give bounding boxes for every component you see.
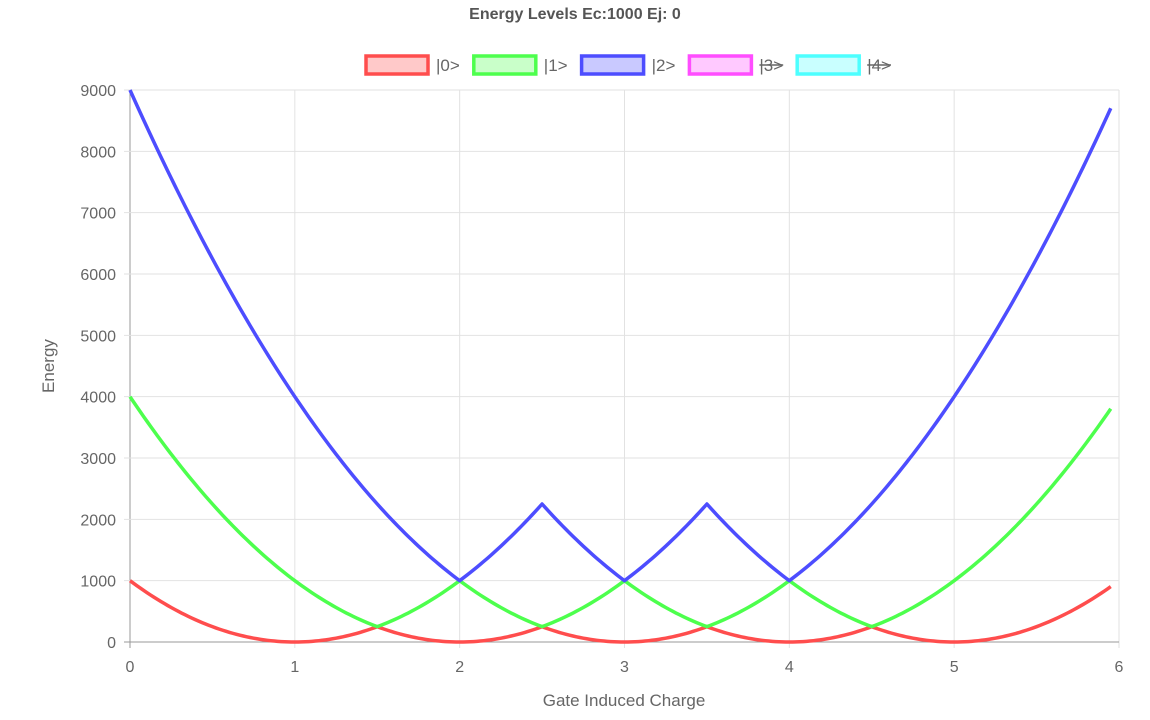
x-tick-label: 4 bbox=[785, 659, 794, 676]
x-tick-label: 3 bbox=[620, 659, 629, 676]
y-tick-label: 8000 bbox=[80, 144, 116, 161]
series-line-2 bbox=[128, 89, 1113, 583]
axes: 0 1 2 3 4 5 6 0 1000 2000 3000 4000 5000 6000 7000 8000… bbox=[80, 83, 1123, 676]
x-axis-label: Gate Induced Charge bbox=[543, 691, 706, 710]
series-line-0 bbox=[128, 579, 1112, 644]
legend-swatch bbox=[687, 54, 754, 76]
x-tick-label: 1 bbox=[290, 659, 299, 676]
legend-swatch bbox=[364, 54, 430, 76]
legend-label: |0> bbox=[436, 56, 460, 75]
y-tick-label: 0 bbox=[107, 635, 116, 652]
y-axis-label: Energy bbox=[39, 339, 58, 393]
x-tick-label: 0 bbox=[126, 659, 135, 676]
y-tick-label: 9000 bbox=[80, 83, 116, 100]
legend-label: |1> bbox=[544, 56, 568, 75]
y-tick-label: 7000 bbox=[80, 206, 116, 223]
legend-label: |2> bbox=[652, 56, 676, 75]
x-tick-label: 2 bbox=[455, 659, 464, 676]
series-lines bbox=[128, 89, 1113, 644]
legend-item[interactable]: |0> bbox=[364, 54, 460, 76]
y-tick-label: 3000 bbox=[80, 451, 116, 468]
chart-title: Energy Levels Ec:1000 Ej: 0 bbox=[469, 6, 681, 23]
legend-item[interactable]: |1> bbox=[472, 54, 568, 76]
y-tick-label: 1000 bbox=[80, 574, 116, 591]
series-line-1 bbox=[128, 395, 1113, 629]
legend-item[interactable]: |2> bbox=[579, 54, 676, 76]
y-tick-label: 5000 bbox=[80, 328, 116, 345]
legend-swatch bbox=[472, 54, 538, 76]
legend-item[interactable]: |3> bbox=[687, 54, 783, 76]
legend-swatch bbox=[579, 54, 646, 76]
y-tick-label: 2000 bbox=[80, 512, 116, 529]
x-tick-label: 6 bbox=[1115, 659, 1124, 676]
legend-swatch bbox=[795, 54, 861, 76]
legend-item[interactable]: |4> bbox=[795, 54, 891, 76]
x-tick-label: 5 bbox=[950, 659, 959, 676]
legend: |0> |1> |2> |3> |4> bbox=[364, 54, 891, 76]
y-tick-label: 6000 bbox=[80, 267, 116, 284]
y-tick-label: 4000 bbox=[80, 390, 116, 407]
